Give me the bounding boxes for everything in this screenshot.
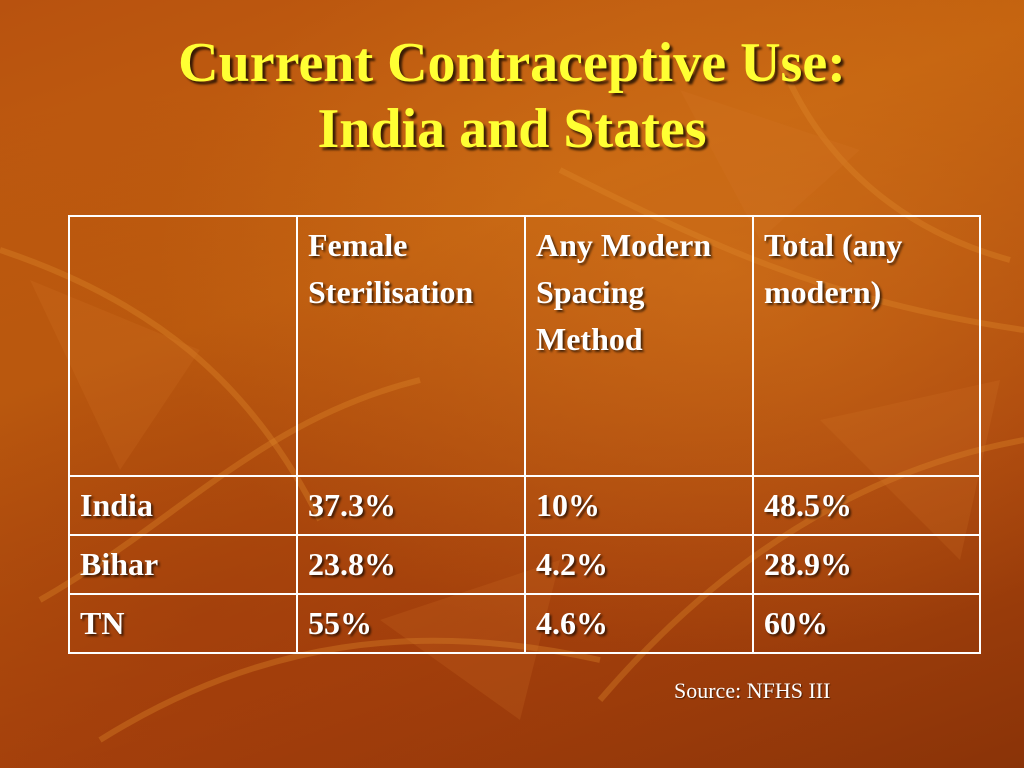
- header-cell-empty: [68, 215, 298, 477]
- table-cell: 28.9%: [752, 534, 981, 595]
- table-cell: 23.8%: [296, 534, 526, 595]
- table-header-row: Female Sterilisation Any Modern Spacing …: [68, 215, 981, 477]
- contraceptive-use-table: Female Sterilisation Any Modern Spacing …: [68, 215, 981, 654]
- table-row: TN 55% 4.6% 60%: [68, 593, 981, 654]
- table-cell: 10%: [524, 475, 754, 536]
- table-cell: 60%: [752, 593, 981, 654]
- title-line-2: India and States: [317, 98, 707, 160]
- slide-title: Current Contraceptive Use: India and Sta…: [0, 30, 1024, 162]
- table-cell: 4.2%: [524, 534, 754, 595]
- table-cell: 55%: [296, 593, 526, 654]
- table-row: Bihar 23.8% 4.2% 28.9%: [68, 534, 981, 595]
- source-note: Source: NFHS III: [674, 678, 831, 703]
- title-line-1: Current Contraceptive Use:: [178, 32, 846, 94]
- header-cell-female-sterilisation: Female Sterilisation: [296, 215, 526, 477]
- row-label: Bihar: [68, 534, 298, 595]
- row-label: TN: [68, 593, 298, 654]
- header-cell-modern-spacing: Any Modern Spacing Method: [524, 215, 754, 477]
- table-cell: 4.6%: [524, 593, 754, 654]
- row-label: India: [68, 475, 298, 536]
- table-cell: 48.5%: [752, 475, 981, 536]
- header-cell-total: Total (any modern): [752, 215, 981, 477]
- table-row: India 37.3% 10% 48.5%: [68, 475, 981, 536]
- table-cell: 37.3%: [296, 475, 526, 536]
